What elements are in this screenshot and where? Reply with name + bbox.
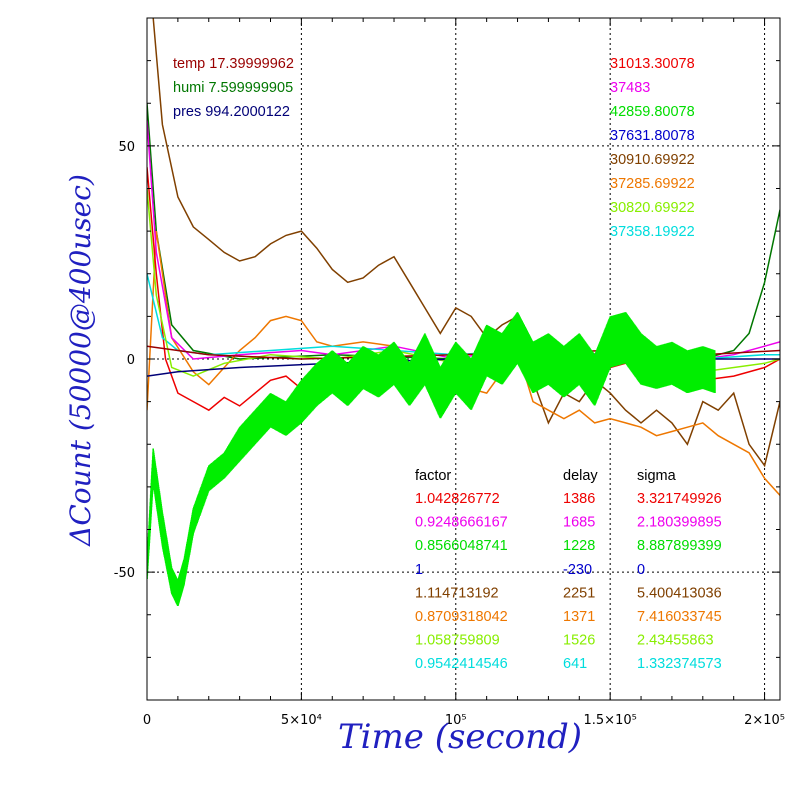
table-cell: 0.8709318042 [415, 609, 508, 625]
env-reading: pres 994.2000122 [173, 104, 290, 120]
table-cell: 1228 [563, 538, 595, 554]
y-tick-label: 0 [127, 353, 135, 368]
x-tick-label: 1.5×10⁵ [584, 713, 637, 728]
table-cell: 2.43455863 [637, 633, 714, 649]
table-header: factor [415, 468, 451, 484]
table-cell: 0.9248666167 [415, 515, 508, 531]
offset-value: 30820.69922 [610, 200, 695, 216]
table-cell: 641 [563, 656, 587, 672]
table-cell: 1 [415, 562, 423, 578]
x-tick-label: 5×10⁴ [281, 713, 322, 728]
table-cell: 1526 [563, 633, 595, 649]
offset-value: 37631.80078 [610, 128, 695, 144]
table-cell: 1.114713192 [415, 585, 499, 601]
y-axis-title: ΔCount (50000@400usec) [64, 174, 97, 547]
series-line [147, 312, 716, 607]
env-reading: humi 7.599999905 [173, 80, 293, 96]
offset-value: 37483 [610, 80, 650, 96]
series-line [147, 273, 780, 360]
x-tick-label: 10⁵ [445, 713, 467, 728]
table-cell: 1.332374573 [637, 656, 722, 672]
table-cell: 3.321749926 [637, 491, 722, 507]
table-cell: 7.416033745 [637, 609, 722, 625]
offset-value: 30910.69922 [610, 152, 695, 168]
offset-value: 37285.69922 [610, 176, 695, 192]
offset-value: 42859.80078 [610, 104, 695, 120]
series-line [152, 18, 780, 468]
offset-value: 31013.30078 [610, 56, 695, 72]
x-tick-label: 2×10⁵ [744, 713, 785, 728]
ticks: 0 5×10⁴ 10⁵ 1.5×10⁵ 2×10⁵ 50 0 -50 [114, 17, 785, 728]
y-tick-label: 50 [118, 140, 135, 155]
table-cell: 1386 [563, 491, 595, 507]
table-cell: 1.042826772 [415, 491, 500, 507]
y-tick-label: -50 [114, 566, 135, 581]
table-cell: 8.887899399 [637, 538, 722, 554]
table-cell: 0 [637, 562, 645, 578]
table-cell: -230 [563, 562, 592, 578]
table-cell: 0.9542414546 [415, 656, 508, 672]
table-header: sigma [637, 468, 677, 484]
annotations: temp 17.39999962 humi 7.599999905 pres 994… [173, 56, 722, 672]
table-cell: 5.400413036 [637, 585, 722, 601]
table-cell: 2.180399895 [637, 515, 722, 531]
table-cell: 1685 [563, 515, 595, 531]
table-cell: 0.8566048741 [415, 538, 508, 554]
table-cell: 1.058759809 [415, 633, 500, 649]
offset-value: 37358.19922 [610, 224, 695, 240]
table-cell: 1371 [563, 609, 595, 625]
series-layer [147, 18, 780, 607]
env-reading: temp 17.39999962 [173, 56, 294, 72]
table-header: delay [563, 468, 598, 484]
table-cell: 2251 [563, 585, 595, 601]
x-axis-title: Time (second) [338, 717, 582, 757]
x-tick-label: 0 [143, 713, 151, 728]
